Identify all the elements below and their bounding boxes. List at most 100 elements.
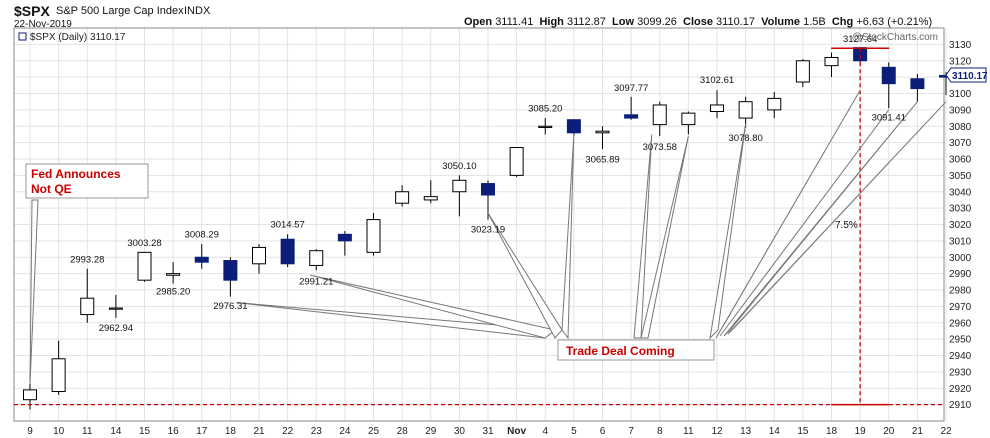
candle-body (108, 307, 123, 310)
x-tick-label: 12 (711, 426, 723, 437)
x-tick-label: 9 (27, 426, 33, 437)
candle-body (652, 104, 667, 126)
candle-body (452, 179, 467, 193)
x-tick-label: 17 (196, 426, 208, 437)
last-price-value: 3110.17 (952, 71, 988, 82)
fed-annotation: Fed Announces Not QE (25, 163, 149, 199)
legend-swatch (18, 32, 27, 41)
x-tick-label: 30 (454, 426, 466, 437)
candle (910, 73, 925, 102)
price-label: 3008.29 (185, 230, 219, 241)
candle (280, 234, 295, 268)
trade-label: Trade Deal Coming (566, 344, 675, 358)
high-value: 3112.87 (566, 16, 606, 28)
y-tick-label: 2920 (949, 384, 972, 395)
candle-body (337, 233, 352, 242)
candle-body (137, 251, 152, 281)
candle-body (795, 60, 810, 83)
price-label: 3003.28 (127, 238, 161, 249)
high-label: High (539, 16, 564, 28)
y-tick-label: 2980 (949, 286, 972, 297)
trade-pointer (719, 109, 890, 337)
candle (595, 126, 610, 150)
candle-body (824, 56, 839, 67)
price-label: 3065.89 (585, 154, 619, 165)
x-tick-label: 11 (683, 426, 694, 437)
close-label: Close (683, 16, 713, 28)
trade-pointer (709, 123, 747, 340)
x-tick-label: 8 (657, 426, 663, 437)
candle-body (366, 219, 381, 253)
y-tick-label: 3060 (949, 155, 972, 166)
y-tick-label: 3010 (949, 236, 972, 247)
pct-label: 7.5% (835, 220, 858, 231)
candle (624, 96, 639, 120)
candle-body (681, 112, 696, 126)
candle (194, 244, 209, 269)
x-tick-label: 22 (282, 426, 294, 437)
candle (366, 213, 381, 256)
trade-pointer (640, 135, 689, 339)
candle-body (566, 119, 581, 134)
low-label: Low (612, 16, 635, 28)
price-label: 3085.20 (528, 104, 562, 115)
price-label: 3097.77 (614, 83, 648, 94)
volume-label: Volume (761, 16, 801, 28)
x-tick-label: 18 (826, 426, 838, 437)
candle (509, 147, 524, 178)
price-label: 2962.94 (99, 323, 133, 334)
x-tick-label: 6 (600, 426, 606, 437)
candle-body (194, 256, 209, 263)
candle-body (23, 389, 37, 401)
x-tick-label: 15 (139, 426, 151, 437)
x-tick-label: 14 (769, 426, 781, 437)
low-value: 3099.26 (637, 16, 677, 28)
candle-body (738, 101, 753, 119)
series-legend: $SPX (Daily) 3110.17 (30, 32, 126, 43)
y-tick-label: 2970 (949, 302, 972, 313)
candle-body (710, 104, 724, 113)
y-tick-label: 3120 (949, 56, 972, 67)
candle-body (395, 191, 410, 204)
trade-pointer (723, 101, 918, 337)
price-label: 2991.21 (299, 277, 333, 288)
price-label: 2993.28 (70, 254, 104, 265)
open-value: 3111.41 (495, 16, 534, 28)
candle-body (538, 125, 553, 128)
x-tick-label: 28 (397, 426, 409, 437)
trade-pointer (561, 134, 575, 340)
candle-body (423, 196, 438, 201)
y-tick-label: 2910 (949, 400, 972, 411)
candle-body (51, 358, 66, 393)
watermark: @StockCharts.com (852, 32, 938, 43)
candle (738, 96, 753, 128)
price-label: 2985.20 (156, 286, 190, 297)
x-tick-label: 4 (542, 426, 548, 437)
candle (108, 294, 123, 318)
candle-body (166, 273, 181, 276)
index-name: S&P 500 Large Cap Index (56, 5, 184, 17)
x-tick-label: 16 (168, 426, 180, 437)
x-tick-label: 7 (628, 426, 634, 437)
x-tick-label: 22 (940, 426, 952, 437)
price-label: 3073.58 (643, 142, 677, 153)
y-tick-label: 3100 (949, 89, 972, 100)
candle-body (509, 147, 524, 176)
x-tick-label: 24 (339, 426, 351, 437)
price-label: 3127.64 (843, 34, 877, 45)
candle (566, 119, 581, 137)
candle-body (624, 114, 639, 119)
candle (395, 185, 410, 207)
x-tick-label: 10 (53, 426, 65, 437)
y-tick-label: 3070 (949, 138, 972, 149)
x-tick-label: 23 (311, 426, 323, 437)
candle (652, 101, 667, 137)
x-tick-label: Nov (507, 426, 526, 437)
candle (337, 231, 352, 256)
candle (538, 118, 553, 135)
candle-body (481, 183, 495, 196)
candle (51, 340, 66, 395)
candle-body (881, 66, 896, 85)
trade-pointer (727, 101, 947, 335)
